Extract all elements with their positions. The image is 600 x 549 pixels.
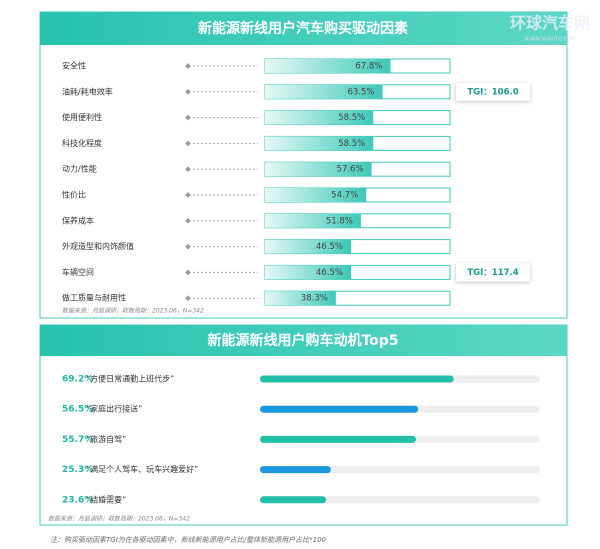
value-label: 25.3%	[62, 465, 93, 475]
value-label: 38.3%	[301, 294, 328, 304]
value-label: 56.5%	[62, 405, 93, 415]
bar	[260, 466, 331, 474]
bar	[265, 213, 361, 228]
leader-diamond	[185, 269, 191, 276]
panel-header	[40, 12, 567, 45]
category-label: 油耗/耗电效率	[62, 86, 113, 96]
category-label: “方便日常通勤上班代步”	[86, 374, 174, 384]
bar	[265, 239, 352, 254]
leader-diamond	[185, 217, 191, 224]
leader-diamond	[185, 140, 191, 147]
bar	[260, 435, 416, 443]
tgi-label: TGI：106.0	[467, 87, 518, 97]
watermark-sub: HUANQIUAUTO.COM	[525, 37, 576, 43]
leader-diamond	[185, 166, 191, 173]
value-label: 57.6%	[337, 165, 364, 175]
bar	[265, 110, 374, 125]
category-label: “旅游自驾”	[86, 434, 126, 444]
leader-diamond	[185, 192, 191, 198]
value-label: 63.5%	[347, 87, 374, 97]
category-label: 外观造型和内饰颜值	[62, 241, 134, 251]
value-label: 54.7%	[331, 191, 358, 201]
leader-diamond	[185, 295, 191, 302]
source: 数据来源：月狐调研；取数周期：2023.06，N=342	[62, 307, 204, 315]
category-label: 使用便利性	[62, 112, 102, 122]
value-label: 67.8%	[355, 62, 382, 72]
value-label: 46.5%	[316, 242, 343, 252]
value-label: 46.5%	[316, 268, 343, 278]
chart-title: 新能源新线用户购车动机Top5	[207, 332, 398, 349]
bar	[265, 265, 352, 280]
bar	[260, 375, 454, 383]
category-label: “满足个人驾车、玩车兴趣爱好”	[86, 464, 198, 474]
value-label: 58.5%	[338, 139, 365, 149]
value-label: 58.5%	[338, 113, 365, 123]
value-label: 69.2%	[62, 375, 93, 385]
value-label: 51.8%	[326, 216, 353, 226]
bar	[265, 136, 374, 151]
bar	[265, 291, 336, 306]
category-label: 安全性	[62, 61, 86, 71]
category-label: 保养成本	[62, 215, 94, 225]
tgi-box	[456, 82, 530, 101]
bar	[265, 59, 391, 73]
category-label: 性价比	[62, 190, 86, 200]
leader-diamond	[185, 88, 191, 95]
category-label: 科技化程度	[62, 138, 102, 148]
leader-diamond	[185, 114, 191, 121]
source: 数据来源：月狐调研；取数周期：2023.06，N=342	[48, 515, 190, 523]
category-label: 动力/性能	[62, 164, 97, 174]
leader-diamond	[185, 243, 191, 250]
bar	[265, 84, 383, 99]
value-label: 23.6%	[62, 495, 93, 505]
footnote: 注：购买驱动因素TGI为在各驱动因素中，新线新能源用户占比/整体新能源用户占比*…	[50, 536, 327, 544]
category-label: “结婚需要”	[86, 494, 126, 504]
bar-track	[260, 496, 540, 504]
chart-title: 新能源新线用户汽车购买驱动因素	[198, 20, 408, 37]
category-label: 做工质量与耐用性	[62, 293, 126, 303]
bar	[265, 188, 367, 202]
bar	[260, 405, 419, 413]
bar	[260, 496, 327, 504]
tgi-label: TGI：117.4	[467, 268, 518, 278]
panel-header	[40, 325, 567, 356]
category-label: 车辆空间	[62, 267, 94, 277]
value-label: 55.7%	[62, 435, 93, 445]
bar	[265, 162, 372, 177]
watermark: 环球汽车网	[510, 14, 590, 33]
category-label: “家庭出行接送”	[86, 404, 142, 414]
tgi-box	[456, 263, 530, 282]
